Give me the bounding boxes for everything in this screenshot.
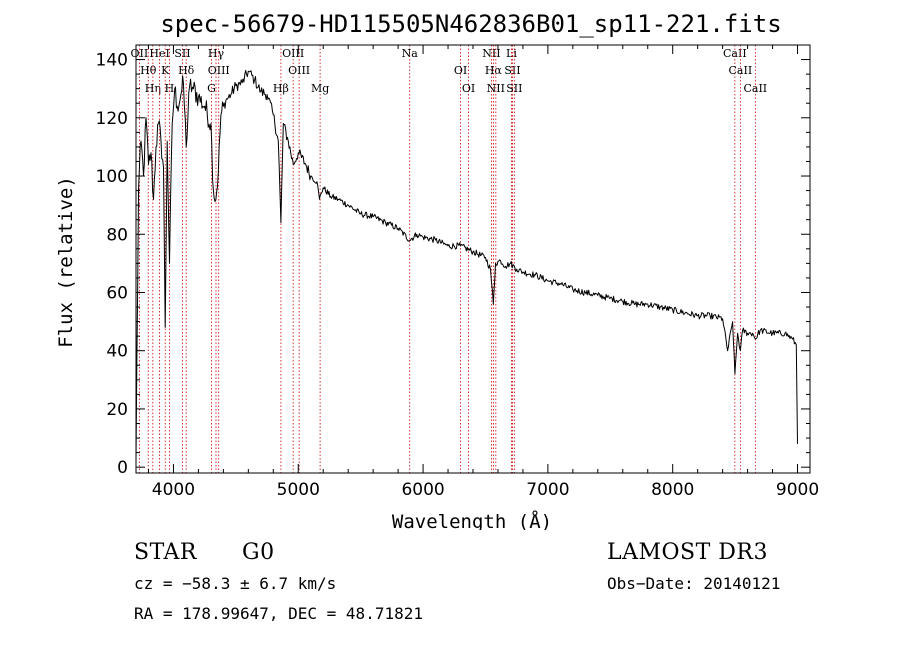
line-label: Hθ bbox=[140, 64, 157, 77]
x-tick-label: 9000 bbox=[776, 480, 819, 500]
coordinates: RA = 178.99647, DEC = 48.71821 bbox=[134, 604, 423, 623]
line-label: NII bbox=[487, 82, 505, 95]
x-tick-label: 4000 bbox=[152, 480, 195, 500]
y-tick-label: 20 bbox=[106, 400, 128, 420]
line-label: HeI bbox=[149, 47, 169, 60]
spectrum-chart: spec-56679-HD115505N462836B01_sp11-221.f… bbox=[55, 10, 819, 530]
line-label: Hγ bbox=[208, 47, 225, 60]
line-label: CaII bbox=[729, 64, 753, 77]
x-tick-label: 6000 bbox=[401, 480, 444, 500]
line-label: OI bbox=[462, 82, 475, 95]
line-label: OIII bbox=[282, 47, 304, 60]
chart-title: spec-56679-HD115505N462836B01_sp11-221.f… bbox=[160, 10, 781, 38]
x-tick-label: 8000 bbox=[651, 480, 694, 500]
line-label: OIII bbox=[288, 64, 310, 77]
line-label: H bbox=[165, 82, 175, 95]
line-label: SII bbox=[506, 82, 522, 95]
x-axis-label: Wavelength (Å) bbox=[392, 510, 552, 530]
spectrum-trace bbox=[135, 69, 798, 462]
object-class: STAR bbox=[134, 540, 197, 565]
y-tick-label: 80 bbox=[106, 225, 128, 245]
x-tick-label: 5000 bbox=[277, 480, 320, 500]
line-label: OIII bbox=[208, 64, 230, 77]
axis-ticks: 4000 5000 6000 7000 8000 9000 0 20 40 60 80 100 120 1… bbox=[96, 45, 819, 500]
line-label: Hβ bbox=[273, 82, 289, 95]
y-axis-label: Flux (relative) bbox=[55, 176, 77, 348]
line-label: K bbox=[161, 64, 170, 77]
y-tick-label: 40 bbox=[106, 342, 128, 362]
y-tick-label: 100 bbox=[96, 167, 128, 187]
survey-name: LAMOST DR3 bbox=[607, 540, 768, 565]
line-label: OI bbox=[454, 64, 467, 77]
line-label: Hα bbox=[485, 64, 503, 77]
line-label: SII bbox=[174, 47, 190, 60]
line-label: Hη bbox=[145, 82, 161, 95]
y-tick-label: 140 bbox=[96, 51, 128, 71]
observation-date: Obs−Date: 20140121 bbox=[607, 574, 781, 593]
redshift-cz: cz = −58.3 ± 6.7 km/s bbox=[134, 574, 337, 593]
y-tick-label: 120 bbox=[96, 109, 128, 129]
line-label: CaII bbox=[743, 82, 767, 95]
line-label: CaII bbox=[723, 47, 747, 60]
spectral-line-markers: OIIHθHηHeIKHSIIHδGHγOIIIHβOIIIOIIIMgNaOI… bbox=[131, 45, 767, 473]
series-layer bbox=[135, 69, 798, 462]
line-label: SII bbox=[504, 64, 520, 77]
plot-frame bbox=[135, 44, 811, 474]
spectral-subclass: G0 bbox=[242, 540, 275, 565]
line-label: G bbox=[207, 82, 216, 95]
line-label: OII bbox=[131, 47, 149, 60]
y-tick-label: 60 bbox=[106, 283, 128, 303]
line-label: Hδ bbox=[178, 64, 195, 77]
line-label: Na bbox=[402, 47, 419, 60]
y-tick-label: 0 bbox=[117, 458, 128, 478]
line-label: Mg bbox=[311, 82, 329, 95]
x-tick-label: 7000 bbox=[526, 480, 569, 500]
line-label: Li bbox=[506, 47, 517, 60]
